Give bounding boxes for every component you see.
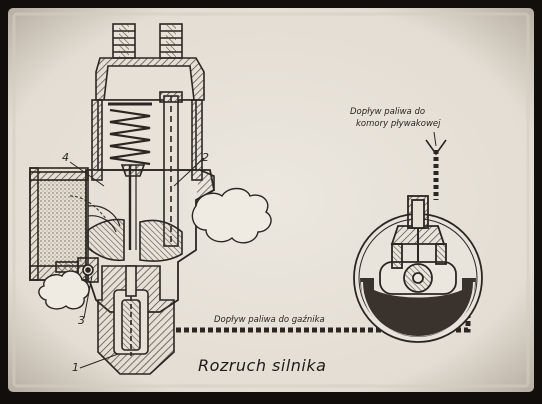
carburetor-section	[29, 23, 216, 375]
smoke-cloud-right	[191, 187, 272, 244]
label-3: 3	[78, 314, 85, 327]
top-fitting-right	[159, 23, 183, 59]
label-2: 2	[202, 151, 209, 164]
top-fitting-left	[112, 23, 136, 59]
label-fuel-to-float-line1: Dopływ paliwa do	[350, 107, 426, 117]
coil-spring	[109, 108, 151, 166]
diagram-caption: Rozruch silnika	[198, 356, 327, 375]
float-chamber	[353, 195, 483, 343]
smoke-cloud-left	[38, 270, 90, 310]
fuel-inlet-pipe	[425, 139, 447, 200]
label-fuel-to-float-line2: komory pływakowej	[356, 119, 441, 129]
label-fuel-to-carburetor: Dopływ paliwa do gaźnika	[214, 315, 325, 325]
diffuser-right	[139, 219, 183, 262]
leader-lines	[69, 157, 205, 369]
label-1: 1	[72, 361, 79, 374]
label-4: 4	[62, 151, 69, 164]
float-label-arrow	[433, 131, 437, 147]
